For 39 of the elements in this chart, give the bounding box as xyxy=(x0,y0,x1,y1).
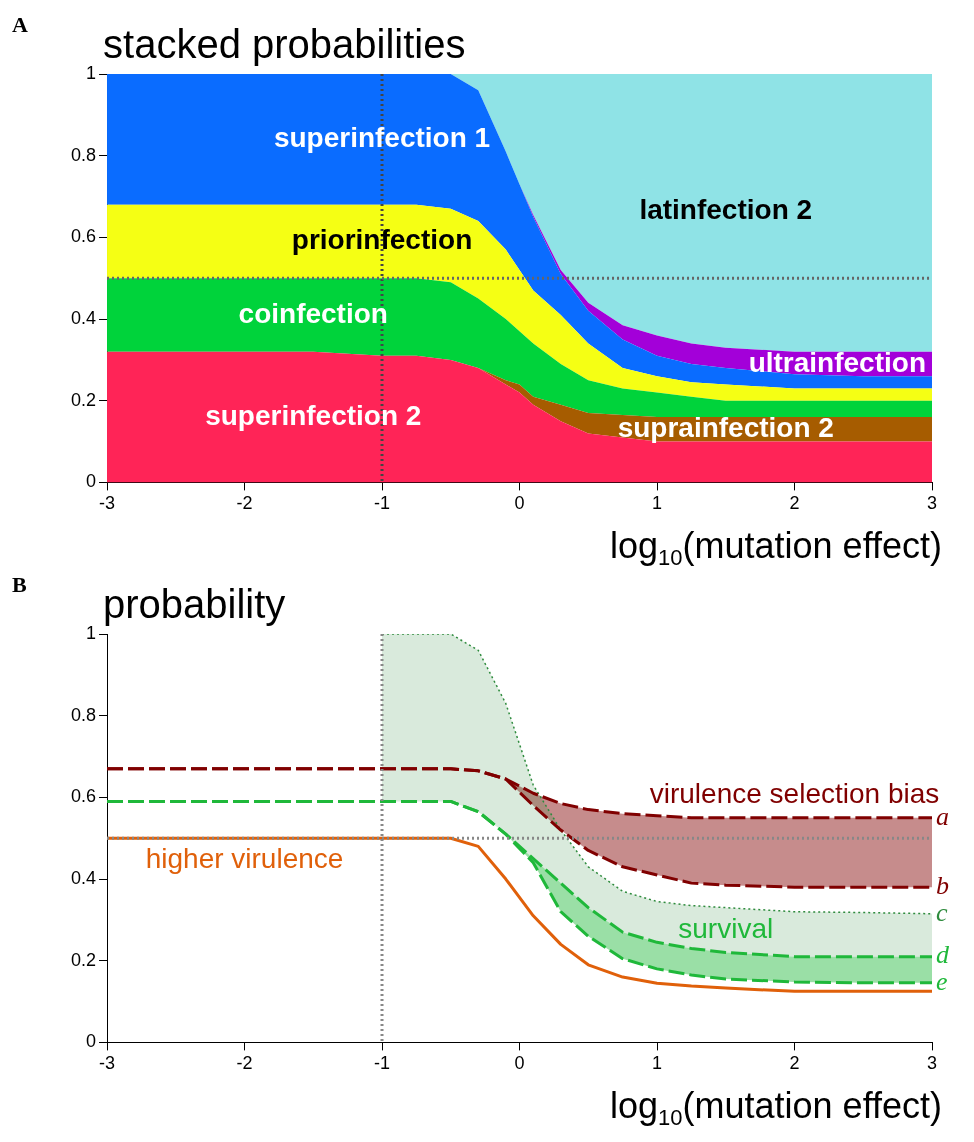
x-tick-label: 2 xyxy=(789,1053,800,1074)
x-tick-label: 1 xyxy=(652,1053,663,1074)
x-tick-label: 3 xyxy=(926,1053,938,1074)
y-tick-label: 0.2 xyxy=(70,389,97,410)
text: A xyxy=(12,12,28,37)
annotation: survival xyxy=(678,913,774,945)
y-tick-label: 0.6 xyxy=(70,786,97,807)
x-tick-label: 0 xyxy=(514,493,525,514)
y-tick-label: 0.2 xyxy=(70,949,97,970)
x-tick-label: -3 xyxy=(99,493,116,514)
x-tick-label: -1 xyxy=(374,493,391,514)
chart-title: probability xyxy=(103,582,286,626)
x-tick-label: 2 xyxy=(789,493,800,514)
series-label: priorinfection xyxy=(291,224,473,256)
y-tick-label: 0.8 xyxy=(70,144,97,165)
x-tick-label: -2 xyxy=(236,493,253,514)
y-tick-label: 0.4 xyxy=(70,868,97,889)
series-label: superinfection 2 xyxy=(205,399,422,431)
series-label: ultrainfection xyxy=(748,346,926,378)
series-label: latinfection 2 xyxy=(639,193,813,225)
series-label: coinfection xyxy=(238,297,388,329)
series-label: superinfection 1 xyxy=(273,122,491,154)
x-tick-label: 1 xyxy=(652,493,663,514)
y-tick-label: 0.4 xyxy=(70,308,97,329)
x-tick-label: -3 xyxy=(99,1053,116,1074)
x-tick-label: -2 xyxy=(236,1053,253,1074)
x-tick-label: -1 xyxy=(374,1053,391,1074)
y-tick-label: 0 xyxy=(86,471,97,492)
y-tick-label: 0.6 xyxy=(70,226,97,247)
chart-title: stacked probabilities xyxy=(103,22,466,66)
text: B xyxy=(12,572,27,597)
y-tick-label: 0 xyxy=(86,1031,97,1052)
annotation: higher virulence xyxy=(145,842,344,874)
x-tick-label: 3 xyxy=(926,493,938,514)
y-tick-label: 0.8 xyxy=(70,704,97,725)
series-label: suprainfection 2 xyxy=(617,412,834,444)
y-tick-label: 1 xyxy=(86,62,97,83)
x-tick-label: 0 xyxy=(514,1053,525,1074)
y-tick-label: 1 xyxy=(86,622,97,643)
